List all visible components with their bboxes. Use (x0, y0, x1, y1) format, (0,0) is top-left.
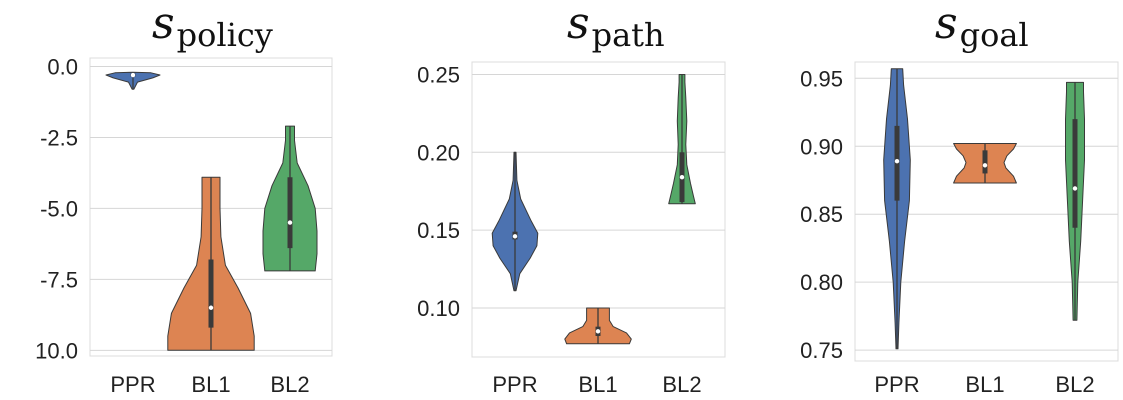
goal-ytick-label: 0.75 (800, 338, 843, 363)
policy-ytick-label: 10.0 (35, 338, 78, 363)
title-symbol: s (935, 0, 958, 49)
path-xtick-label: BL1 (578, 372, 617, 397)
path-chart-title: spath (567, 0, 665, 54)
goal-ytick-label: 0.90 (800, 134, 843, 159)
goal-xtick-label: BL1 (965, 372, 1004, 397)
path-xtick-label: BL2 (662, 372, 701, 397)
title-symbol: s (152, 0, 175, 49)
title-subscript: policy (176, 16, 273, 54)
policy-ytick-label: -7.5 (40, 267, 78, 292)
goal-chart-title: sgoal (935, 0, 1029, 54)
path-ytick-label: 0.20 (417, 140, 460, 165)
goal-ytick-label: 0.80 (800, 270, 843, 295)
violin-median (679, 174, 685, 180)
title-subscript: goal (959, 16, 1029, 54)
violin-median (287, 220, 293, 225)
title-symbol: s (567, 0, 590, 49)
path-xtick-label: PPR (492, 372, 537, 397)
policy-ytick-label: 0.0 (47, 55, 78, 80)
goal-xtick-label: PPR (874, 372, 919, 397)
policy-ytick-label: -5.0 (40, 196, 78, 221)
path-ytick-label: 0.15 (417, 218, 460, 243)
policy-xtick-label: BL2 (270, 372, 309, 397)
violin-median (208, 305, 214, 310)
policy-chart-title: spolicy (152, 0, 273, 54)
path-ytick-label: 0.25 (417, 62, 460, 87)
policy-xtick-label: PPR (110, 372, 155, 397)
violin-median (512, 234, 518, 239)
violin-median (595, 329, 601, 334)
policy-xtick-label: BL1 (191, 372, 230, 397)
policy-ytick-label: -2.5 (40, 125, 78, 150)
violin-median (1072, 186, 1078, 191)
path-ytick-label: 0.10 (417, 296, 460, 321)
violin-median (130, 72, 136, 78)
goal-ytick-label: 0.95 (800, 66, 843, 91)
goal-ytick-label: 0.85 (800, 202, 843, 227)
goal-xtick-label: BL2 (1055, 372, 1094, 397)
violin-median (894, 159, 900, 164)
violin-median (982, 163, 988, 168)
title-subscript: path (591, 16, 665, 54)
